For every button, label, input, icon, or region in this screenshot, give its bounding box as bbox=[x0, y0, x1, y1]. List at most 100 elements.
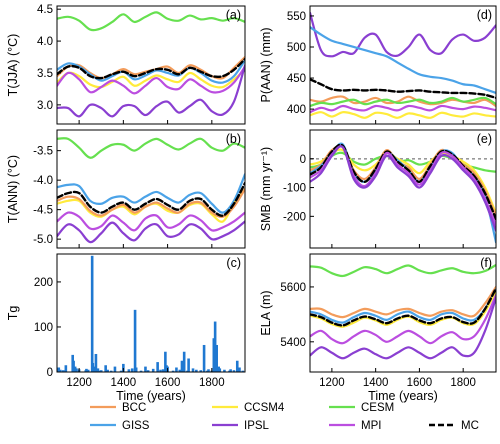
bar-c-30 bbox=[139, 370, 143, 372]
bar-c-19 bbox=[99, 370, 103, 372]
bar-c-63 bbox=[235, 360, 239, 372]
series-line-b-bcc bbox=[57, 187, 245, 219]
series-line-d-giss bbox=[310, 26, 496, 95]
panel-b-frame bbox=[56, 129, 246, 249]
series-line-d-mpi bbox=[310, 104, 496, 114]
bar-c-7 bbox=[75, 368, 78, 372]
panel-d-lines bbox=[310, 11, 496, 119]
bar-c-58 bbox=[218, 368, 222, 372]
ytick-label-c-0: 0 bbox=[47, 367, 53, 379]
ytick-label-f-1: 5600 bbox=[280, 282, 306, 294]
panel-c-bars bbox=[57, 255, 245, 372]
y-axis-title-f: ELA (m) bbox=[259, 290, 273, 335]
ytick-label-a-0: 3.0 bbox=[37, 100, 53, 112]
bar-c-54 bbox=[212, 338, 216, 372]
bar-c-20 bbox=[104, 365, 107, 372]
series-line-a-giss bbox=[57, 59, 245, 84]
ytick-label-b-1: -4.5 bbox=[33, 205, 53, 217]
panel-e-frame bbox=[309, 129, 497, 249]
ytick-label-a-2: 4.0 bbox=[37, 36, 53, 48]
bar-c-0 bbox=[57, 367, 61, 372]
legend-label-bcc: BCC bbox=[122, 402, 146, 414]
series-line-f-bcc bbox=[310, 285, 496, 319]
xtick-label-c-3: 1800 bbox=[199, 377, 225, 389]
bar-c-34 bbox=[156, 362, 159, 372]
panel-f: 5400 5600 1200 1400 1600 1800 Time (years) ELA … bbox=[259, 253, 497, 403]
legend-label-mpi: MPI bbox=[361, 420, 381, 432]
x-axis-title-f: Time (years) bbox=[368, 389, 438, 403]
bar-c-14 bbox=[91, 362, 95, 372]
series-line-e-ipsl bbox=[310, 145, 496, 232]
panel-a-lines bbox=[57, 11, 245, 118]
bar-c-26 bbox=[127, 369, 131, 372]
panel-f-frame bbox=[309, 253, 497, 373]
ytick-label-e-0: -200 bbox=[283, 211, 306, 223]
ytick-label-c-1: 100 bbox=[34, 322, 53, 334]
panel-b-lines bbox=[57, 137, 245, 244]
bar-c-10 bbox=[85, 368, 88, 372]
ytick-label-f-0: 5400 bbox=[280, 337, 306, 349]
bar-c-41 bbox=[175, 367, 178, 372]
panel-label-e: (e) bbox=[477, 132, 492, 146]
bar-c-59 bbox=[223, 369, 226, 372]
panel-b: -5.0 -4.5 -4.0 -3.5 T(ANN) (°C) (b) bbox=[6, 129, 246, 249]
series-line-d-ccsm4 bbox=[310, 111, 496, 119]
series-line-f-cesm bbox=[310, 263, 496, 278]
series-line-f-mpi bbox=[310, 294, 496, 345]
series-line-e-bcc bbox=[310, 144, 496, 218]
series-line-f-mc bbox=[310, 287, 496, 327]
bar-c-35 bbox=[159, 369, 162, 372]
bar-c-5 bbox=[72, 360, 75, 372]
xtick-label-c-2: 1600 bbox=[155, 377, 181, 389]
bar-c-52 bbox=[207, 369, 210, 372]
ytick-label-b-2: -4.0 bbox=[33, 175, 53, 187]
bar-c-48 bbox=[195, 369, 198, 372]
bar-c-25 bbox=[122, 363, 125, 372]
bar-c-55 bbox=[213, 321, 217, 372]
ytick-label-d-1: 450 bbox=[287, 73, 306, 85]
series-line-f-giss bbox=[310, 288, 496, 324]
series-line-a-mpi bbox=[57, 65, 245, 95]
bar-c-22 bbox=[109, 370, 113, 372]
panel-c: 0 100 200 1200 1400 1600 1800 Time (years) Tg (c) bbox=[6, 253, 246, 403]
y-axis-title-b: T(ANN) (°C) bbox=[6, 155, 20, 223]
panel-a-frame bbox=[56, 5, 246, 125]
bar-c-13 bbox=[90, 255, 94, 372]
panel-e-lines bbox=[310, 142, 496, 244]
xtick-label-c-0: 1200 bbox=[66, 377, 92, 389]
series-line-f-ipsl bbox=[310, 296, 496, 360]
bar-c-64 bbox=[238, 367, 241, 372]
panel-c-frame bbox=[56, 253, 246, 373]
series-line-a-cesm bbox=[57, 11, 245, 32]
panel-a: 3.0 3.5 4.0 4.5 T(JJA) (°C) (a) bbox=[6, 4, 246, 125]
legend-label-mc: MC bbox=[461, 420, 479, 432]
bar-c-44 bbox=[182, 351, 186, 372]
bar-c-43 bbox=[180, 360, 184, 372]
legend-label-giss: GISS bbox=[122, 420, 150, 432]
y-axis-title-d: P(AAN) (mm) bbox=[259, 28, 273, 103]
series-line-a-mc bbox=[57, 57, 245, 80]
bar-c-37 bbox=[164, 351, 167, 372]
ytick-label-b-3: -3.5 bbox=[33, 146, 53, 158]
bar-c-27 bbox=[130, 368, 134, 372]
ytick-label-e-2: 0 bbox=[300, 154, 306, 166]
series-line-e-ccsm4 bbox=[310, 148, 496, 215]
panel-label-a: (a) bbox=[226, 8, 241, 22]
bar-c-65 bbox=[241, 370, 245, 372]
panel-f-lines bbox=[310, 263, 496, 360]
ytick-label-c-2: 200 bbox=[34, 277, 53, 289]
series-line-d-ipsl bbox=[310, 11, 496, 58]
bar-c-32 bbox=[146, 370, 150, 372]
ytick-label-d-0: 400 bbox=[287, 104, 306, 116]
ytick-label-d-3: 550 bbox=[287, 11, 306, 23]
panel-d-frame bbox=[309, 5, 497, 125]
bar-c-18 bbox=[97, 370, 101, 372]
panel-label-d: (d) bbox=[477, 8, 492, 22]
bar-c-2 bbox=[61, 370, 65, 372]
bar-c-23 bbox=[113, 366, 117, 372]
bar-c-50 bbox=[202, 344, 206, 372]
series-line-b-mpi bbox=[57, 211, 245, 232]
series-line-d-mc bbox=[310, 78, 496, 100]
panel-d: 400 450 500 550 P(AAN) (mm) (d) bbox=[259, 5, 497, 125]
